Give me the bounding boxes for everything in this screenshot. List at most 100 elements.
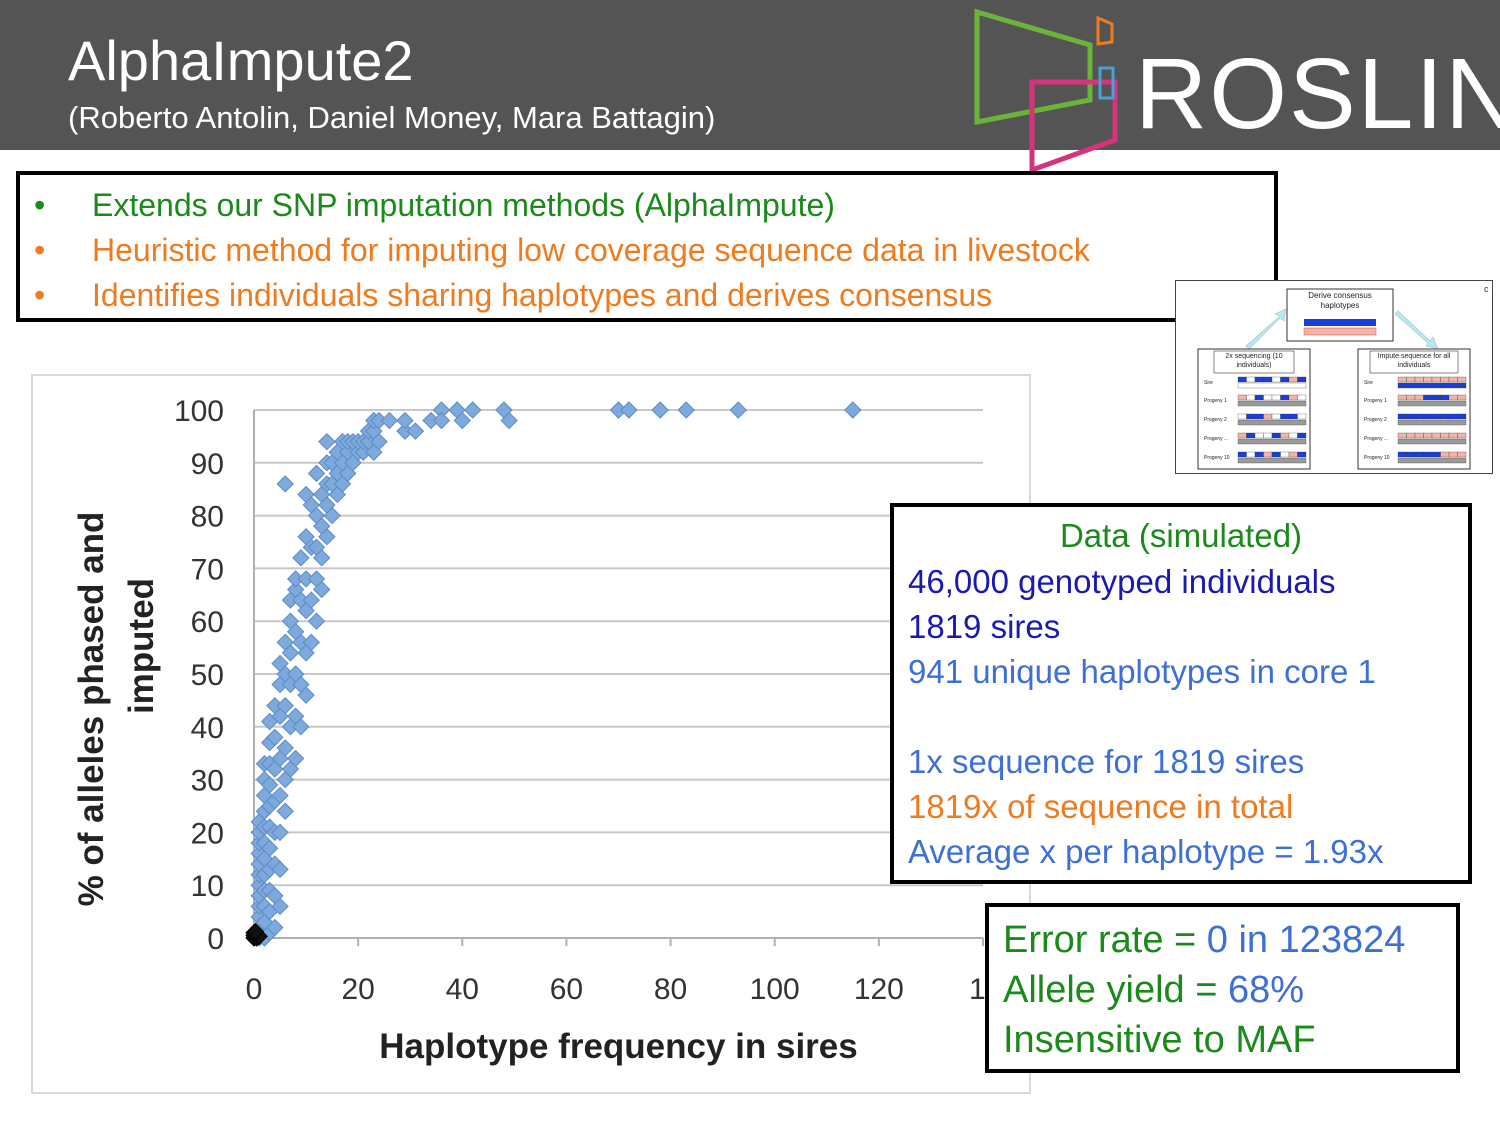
haplotype-segment-grey xyxy=(1237,419,1307,426)
inset-row-label: Progeny ... xyxy=(1364,436,1388,442)
x-tick-label: 0 xyxy=(246,973,263,1006)
data-summary-box: Data (simulated) 46,000 genotyped indivi… xyxy=(890,503,1472,884)
data-point xyxy=(260,776,279,794)
data-point xyxy=(370,432,388,451)
data-point xyxy=(396,411,414,430)
consensus-label: Derive consensus haplotypes xyxy=(1308,291,1372,310)
labels-layer: 010203040506070809010002040608010012014H… xyxy=(72,395,1002,1066)
haplotype-segment xyxy=(1423,394,1433,401)
right-panel-title: Impute sequence for all individuals xyxy=(1377,353,1451,369)
data-line-average: Average x per haplotype = 1.93x xyxy=(908,833,1384,870)
logo-text: ROSLIN xyxy=(1135,38,1500,150)
haplotype-segment xyxy=(1271,451,1281,458)
haplotype-segment xyxy=(1423,376,1433,383)
data-point-dark xyxy=(246,922,265,941)
haplotype-segment-grey xyxy=(1397,457,1467,464)
points-layer xyxy=(245,401,862,947)
data-point xyxy=(651,401,669,419)
haplotype-segment xyxy=(1263,451,1273,458)
data-point xyxy=(432,411,451,430)
data-point xyxy=(463,401,482,419)
haplotype-segment xyxy=(1288,376,1298,383)
inset-rows: Sire Sire Progeny 1 Progeny 1 Progeny 2 Proge… xyxy=(1204,376,1467,464)
error-rate-line: Error rate = 0 in 123824 xyxy=(1003,919,1405,962)
haplotype-segment xyxy=(1271,432,1281,439)
haplotype-segment xyxy=(1288,413,1298,420)
haplotype-segment xyxy=(1263,394,1273,401)
data-point xyxy=(292,718,310,736)
haplotype-segment xyxy=(1448,451,1458,458)
data-point xyxy=(271,860,289,879)
inset-row-label: Progeny 2 xyxy=(1364,417,1387,423)
haplotype-segment xyxy=(1448,394,1458,401)
data-point xyxy=(260,839,279,857)
haplotype-segment xyxy=(1263,413,1273,420)
haplotype-segment xyxy=(1414,451,1424,458)
haplotype-segment xyxy=(1457,451,1467,458)
bullet-item: • Extends our SNP imputation methods (Alp… xyxy=(34,187,835,224)
haplotype-segment-grey xyxy=(1397,438,1467,445)
y-tick-label: 10 xyxy=(191,870,224,903)
y-axis-title-line2: imputed xyxy=(122,578,161,714)
haplotype-segment xyxy=(1431,413,1441,420)
data-line-genotyped: 46,000 genotyped individuals xyxy=(908,563,1336,600)
bullet-text: Heuristic method for imputing low covera… xyxy=(92,232,1090,268)
haplotype-segment xyxy=(1414,432,1424,439)
data-point xyxy=(271,823,289,842)
haplotype-segment xyxy=(1246,394,1256,401)
haplotype-segment xyxy=(1414,376,1424,383)
haplotype-segment xyxy=(1440,413,1450,420)
haplotype-segment xyxy=(1457,376,1467,383)
y-tick-label: 40 xyxy=(191,712,224,745)
haplotype-segment xyxy=(1397,394,1407,401)
data-point xyxy=(729,401,747,419)
axis-layer xyxy=(253,410,984,946)
data-line-haplotypes: 941 unique haplotypes in core 1 xyxy=(908,653,1376,690)
data-point xyxy=(271,786,289,805)
maf-line: Insensitive to MAF xyxy=(1003,1019,1316,1061)
header-band xyxy=(0,0,1500,150)
haplotype-segment xyxy=(1297,413,1307,420)
data-line-sequence: 1x sequence for 1819 sires xyxy=(908,743,1305,780)
data-point xyxy=(312,549,331,567)
haplotype-segment xyxy=(1271,376,1281,383)
x-tick-label: 60 xyxy=(550,973,583,1006)
haplotype-segment xyxy=(1423,432,1433,439)
haplotype-segment xyxy=(1246,451,1256,458)
bullet-text: Extends our SNP imputation methods (Alph… xyxy=(92,187,835,223)
haplotype-segment xyxy=(1246,376,1256,383)
data-point xyxy=(318,432,336,451)
y-tick-label: 60 xyxy=(191,606,224,639)
x-tick-label: 20 xyxy=(341,973,374,1006)
consensus-bar-blue xyxy=(1304,319,1376,326)
error-rate-label: Error rate = xyxy=(1003,919,1207,961)
haplotype-segment xyxy=(1448,413,1458,420)
bullet-item: • Heuristic method for imputing low cover… xyxy=(34,232,1090,269)
x-axis-title: Haplotype frequency in sires xyxy=(379,1027,857,1066)
haplotype-segment xyxy=(1254,394,1264,401)
data-point xyxy=(453,411,471,430)
haplotype-segment-grey xyxy=(1397,419,1467,426)
haplotype-segment xyxy=(1288,432,1298,439)
haplotype-segment xyxy=(1397,376,1407,383)
haplotype-segment xyxy=(1263,432,1273,439)
haplotype-segment xyxy=(1440,394,1450,401)
haplotype-segment xyxy=(1297,432,1307,439)
inset-row-label: Sire xyxy=(1364,380,1373,386)
haplotype-segment xyxy=(1431,451,1441,458)
haplotype-segment xyxy=(1397,382,1467,389)
y-tick-label: 20 xyxy=(191,817,224,850)
chart-frame: 010203040506070809010002040608010012014H… xyxy=(31,374,1031,1094)
y-tick-label: 90 xyxy=(191,448,224,481)
y-axis-title-line1: % of alleles phased and xyxy=(72,512,111,907)
results-box: Error rate = 0 in 123824 Allele yield = … xyxy=(985,903,1460,1073)
haplotype-segment xyxy=(1406,432,1416,439)
haplotype-segment xyxy=(1406,394,1416,401)
haplotype-segment xyxy=(1254,451,1264,458)
haplotype-segment xyxy=(1397,432,1407,439)
haplotype-segment xyxy=(1406,451,1416,458)
haplotype-segment xyxy=(1397,451,1407,458)
allele-yield-label: Allele yield = xyxy=(1003,969,1228,1011)
haplotype-segment xyxy=(1414,394,1424,401)
data-point xyxy=(276,802,294,820)
